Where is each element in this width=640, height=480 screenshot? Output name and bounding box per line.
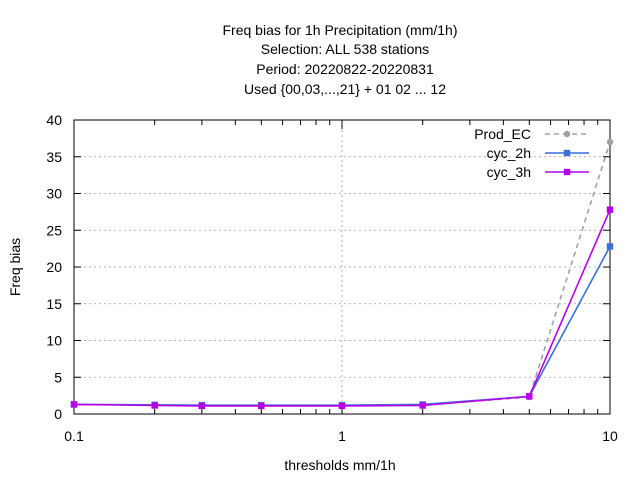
x-axis-label: thresholds mm/1h [284, 457, 395, 473]
y-tick-label: 30 [46, 186, 62, 202]
y-tick-label: 0 [54, 406, 62, 422]
data-point [198, 402, 206, 410]
title-line-4: Used {00,03,...,21} + 01 02 ... 12 [244, 81, 446, 97]
data-point [70, 401, 78, 408]
y-tick-label: 15 [46, 296, 62, 312]
y-tick-label: 10 [46, 333, 62, 349]
legend-label: Prod_EC [474, 126, 531, 142]
data-point [606, 243, 614, 250]
x-tick-label: 10 [602, 428, 618, 444]
y-tick-label: 35 [46, 149, 62, 165]
data-point [606, 138, 614, 146]
data-point [419, 402, 426, 409]
y-tick-label: 25 [46, 222, 62, 238]
data-point [151, 402, 158, 409]
plot-frame [73, 119, 611, 415]
title-line-2: Selection: ALL 538 stations [261, 41, 429, 57]
data-point [338, 402, 346, 410]
y-axis-label: Freq bias [7, 238, 23, 296]
legend: Prod_EC cyc_2h cyc_3h [474, 126, 589, 180]
y-tick-label: 5 [54, 369, 62, 385]
data-point [258, 402, 265, 410]
legend-label: cyc_2h [487, 145, 531, 161]
data-point [526, 393, 533, 400]
legend-marker [563, 168, 571, 176]
y-tick-label: 40 [46, 112, 62, 128]
chart-title: Freq bias for 1h Precipitation (mm/1h) S… [223, 22, 458, 97]
series-line-cyc-3h [73, 209, 611, 407]
x-tick-label: 1 [338, 428, 346, 444]
data-point [606, 206, 614, 213]
title-line-3: Period: 20220822-20220831 [256, 61, 434, 77]
legend-marker [563, 130, 571, 138]
legend-marker [563, 149, 571, 157]
legend-label: cyc_3h [487, 164, 531, 180]
y-tick-label: 20 [46, 259, 62, 275]
grid-lines [74, 120, 610, 414]
title-line-1: Freq bias for 1h Precipitation (mm/1h) [223, 22, 458, 38]
axes: 0 5 10 15 20 25 30 35 40 0.1 1 10 [46, 112, 618, 444]
x-tick-label: 0.1 [64, 428, 84, 444]
series-group [70, 138, 614, 410]
